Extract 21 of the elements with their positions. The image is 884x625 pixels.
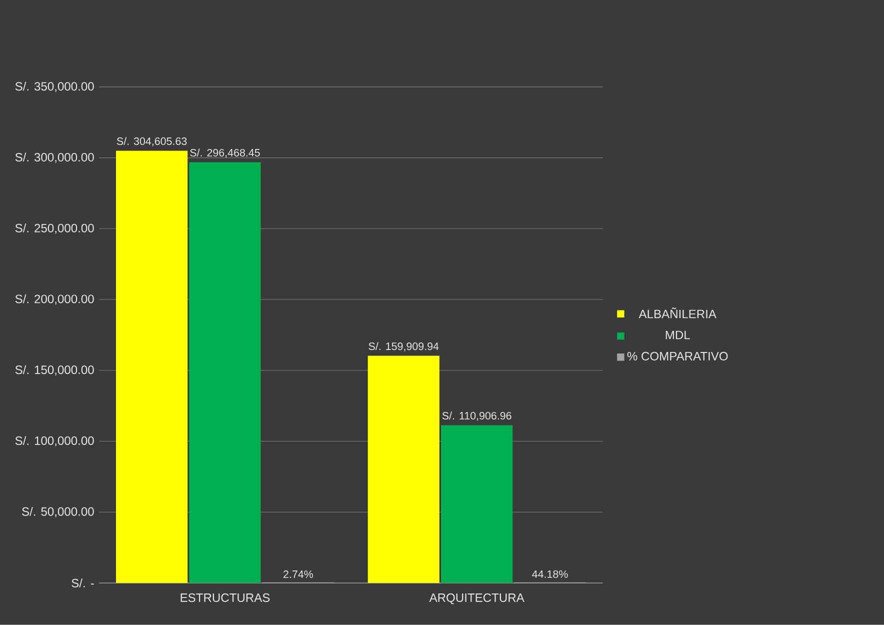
legend-label: % COMPARATIVO — [627, 352, 728, 360]
x-tick-label: ESTRUCTURAS — [180, 593, 270, 602]
y-tick-label: S/. 200,000.00 — [15, 294, 94, 305]
y-tick-label: S/. 150,000.00 — [15, 365, 94, 376]
data-label: S/. 296,468.45 — [190, 148, 260, 158]
data-label: S/. 159,909.94 — [368, 342, 439, 352]
y-tick-label: S/. 300,000.00 — [15, 152, 94, 163]
bar — [116, 150, 188, 584]
y-tick-label: S/. 100,000.00 — [15, 436, 94, 446]
bar — [368, 356, 440, 584]
legend-label: ALBAÑILERIA — [638, 308, 716, 318]
y-tick-label: S/. 250,000.00 — [15, 224, 94, 234]
y-tick-label: S/. 50,000.00 — [22, 507, 94, 518]
y-tick-label: S/. - — [72, 578, 94, 588]
y-tick-label: S/. 350,000.00 — [15, 82, 94, 92]
data-label: S/. 110,906.96 — [442, 412, 512, 421]
x-tick-label: ARQUITECTURA — [429, 593, 524, 604]
data-label: 44.18% — [532, 570, 568, 578]
data-label: S/. 304,605.63 — [116, 137, 187, 146]
text: MDL — [666, 330, 690, 340]
data-label: 2.74% — [284, 570, 313, 578]
